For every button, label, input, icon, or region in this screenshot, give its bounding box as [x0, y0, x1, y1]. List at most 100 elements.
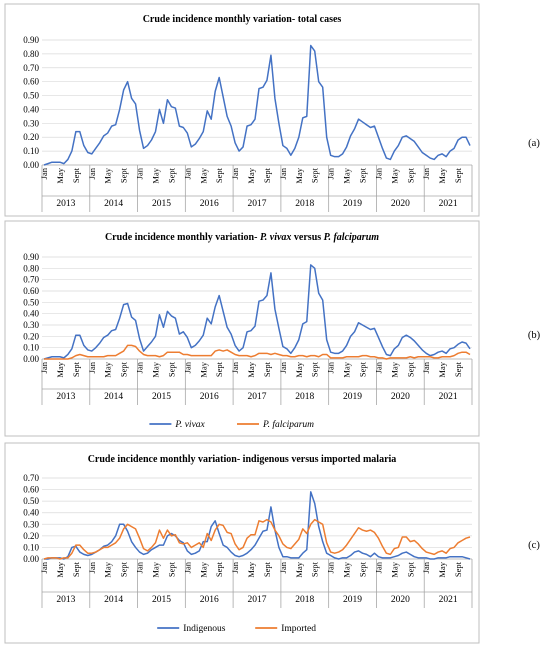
year-label: 2018: [295, 199, 314, 209]
month-label: Jan: [278, 361, 288, 373]
month-label: May: [389, 361, 399, 377]
month-label: Jan: [326, 561, 336, 573]
month-label: Sept: [262, 167, 272, 183]
month-label: Jan: [373, 361, 383, 373]
month-label: May: [198, 561, 208, 577]
month-label: Sept: [262, 561, 272, 577]
month-label: Jan: [421, 561, 431, 573]
series-line-p-vivax: [43, 264, 471, 360]
y-tick-label: 0.30: [23, 320, 39, 330]
month-label: Jan: [39, 361, 49, 373]
month-label: Sept: [405, 167, 415, 183]
month-label: May: [437, 561, 447, 577]
month-label: Sept: [214, 167, 224, 183]
month-label: May: [55, 361, 65, 377]
month-label: Sept: [405, 561, 415, 577]
chart-frame: [4, 220, 480, 437]
month-label: May: [103, 361, 113, 377]
chart-title-part: versus: [291, 232, 323, 243]
y-tick-label: 0.70: [23, 63, 39, 73]
month-label: Sept: [71, 167, 81, 183]
year-label: 2013: [56, 595, 75, 605]
year-label: 2015: [152, 595, 171, 605]
series-line-imported: [43, 518, 471, 560]
month-label: Jan: [182, 167, 192, 179]
series-line-indigenous: [43, 491, 471, 560]
year-label: 2015: [152, 199, 171, 209]
month-label: May: [389, 167, 399, 183]
chart-0: Crude incidence monthly variation- total…: [4, 3, 480, 217]
panel-label: (a): [528, 138, 540, 149]
year-label: 2019: [343, 199, 362, 209]
chart-frame: [4, 3, 480, 217]
month-label: Sept: [166, 561, 176, 577]
year-label: 2021: [439, 595, 458, 605]
month-label: May: [437, 167, 447, 183]
y-tick-label: 0.60: [23, 485, 39, 495]
y-tick-label: 0.90: [23, 252, 39, 262]
year-label: 2019: [343, 595, 362, 605]
y-tick-label: 0.50: [23, 297, 39, 307]
chart-frame: [4, 442, 480, 644]
month-label: Sept: [166, 167, 176, 183]
month-label: May: [150, 561, 160, 577]
chart-title-part: P. falciparum: [324, 232, 380, 243]
year-label: 2018: [295, 392, 314, 402]
month-label: Jan: [135, 167, 145, 179]
y-tick-label: 0.30: [23, 118, 39, 128]
year-label: 2017: [248, 595, 267, 605]
month-label: Jan: [39, 561, 49, 573]
month-label: May: [342, 561, 352, 577]
month-label: Sept: [310, 361, 320, 377]
legend-label: P. vivax: [174, 420, 205, 430]
month-label: Sept: [71, 361, 81, 377]
month-label: Jan: [373, 561, 383, 573]
y-tick-label: 0.20: [23, 132, 39, 142]
y-tick-label: 0.90: [23, 35, 39, 45]
month-label: Jan: [182, 561, 192, 573]
month-label: Jan: [182, 361, 192, 373]
month-label: Sept: [71, 561, 81, 577]
year-label: 2017: [248, 199, 267, 209]
month-label: Sept: [262, 361, 272, 377]
y-tick-label: 0.50: [23, 496, 39, 506]
year-label: 2020: [391, 392, 410, 402]
month-label: May: [294, 167, 304, 183]
month-label: Jan: [39, 167, 49, 179]
y-tick-label: 0.60: [23, 77, 39, 87]
year-label: 2021: [439, 392, 458, 402]
year-label: 2019: [343, 392, 362, 402]
month-label: Jan: [230, 167, 240, 179]
year-label: 2014: [104, 199, 123, 209]
year-label: 2016: [200, 595, 219, 605]
chart-title: Crude incidence monthly variation- total…: [143, 14, 342, 25]
month-label: May: [437, 361, 447, 377]
y-tick-label: 0.20: [23, 531, 39, 541]
y-tick-label: 0.60: [23, 286, 39, 296]
year-label: 2015: [152, 392, 171, 402]
month-label: Sept: [453, 167, 463, 183]
month-label: May: [103, 167, 113, 183]
y-tick-label: 0.80: [23, 49, 39, 59]
y-tick-label: 0.10: [23, 146, 39, 156]
legend-label: Imported: [281, 624, 316, 634]
legend-label: P. falciparum: [262, 419, 314, 430]
y-tick-label: 0.70: [23, 473, 39, 483]
month-label: May: [150, 167, 160, 183]
month-label: Sept: [119, 561, 129, 577]
y-tick-label: 0.00: [23, 554, 39, 564]
year-label: 2014: [104, 595, 123, 605]
chart-title-part: P. vivax: [260, 232, 291, 243]
y-tick-label: 0.30: [23, 519, 39, 529]
month-label: May: [150, 361, 160, 377]
chart-1: Crude incidence monthly variation- P. vi…: [4, 220, 480, 437]
month-label: Sept: [166, 361, 176, 377]
y-tick-label: 0.00: [23, 160, 39, 170]
y-tick-label: 0.10: [23, 343, 39, 353]
chart-title-part: Crude incidence monthly variation- indig…: [88, 454, 397, 465]
month-label: Sept: [453, 361, 463, 377]
month-label: Sept: [358, 361, 368, 377]
chart-title: Crude incidence monthly variation- indig…: [88, 454, 397, 465]
chart-2: Crude incidence monthly variation- indig…: [4, 442, 480, 644]
